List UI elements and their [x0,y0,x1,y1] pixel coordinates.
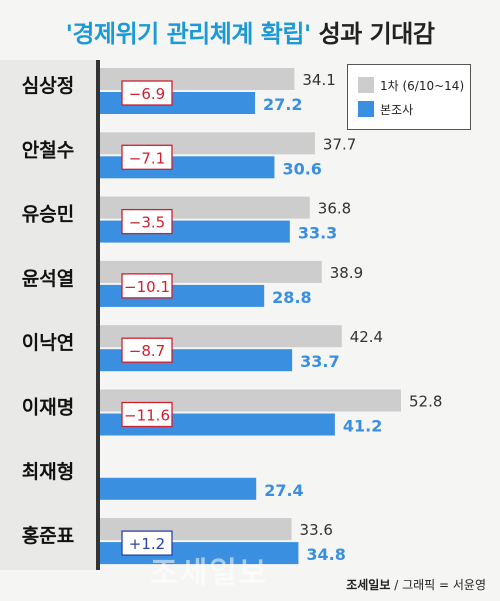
value-label-gray-row-1: 34.1 [302,71,335,89]
category-label-row-2: 안철수 [22,139,74,161]
difference-label-row-2: −7.1 [129,149,165,167]
difference-box-row-5 [121,337,173,363]
title-rest: 성과 기대감 [310,20,435,48]
difference-label-row-5: −8.7 [129,342,165,360]
value-label-blue-row-1: 27.2 [263,95,302,114]
title-highlight: '경제위기 관리체계 확립' [65,20,312,48]
legend-swatch-gray [358,77,374,93]
value-label-gray-row-3: 36.8 [318,200,351,218]
difference-label-row-3: −3.5 [129,214,165,232]
value-label-gray-row-8: 33.6 [300,521,333,539]
difference-box-row-2 [121,144,173,170]
category-label-row-7: 최재형 [22,461,74,483]
footer-credit: 조세일보 / 그래픽 = 서윤영 [346,576,486,593]
difference-label-row-1: −6.9 [129,85,165,103]
value-label-blue-row-7: 27.4 [264,481,303,500]
value-label-gray-row-2: 37.7 [323,135,356,153]
difference-box-row-8 [121,530,173,556]
value-label-blue-row-8: 34.8 [306,545,345,564]
chart-title: '경제위기 관리체계 확립' 성과 기대감 [0,14,500,49]
footer-brand: 조세일보 [346,578,391,592]
category-column-background [0,60,96,570]
category-label-row-8: 홍준표 [22,524,74,547]
value-label-gray-row-4: 38.9 [330,264,363,282]
value-label-gray-row-6: 52.8 [409,393,442,411]
difference-box-row-3 [121,208,173,235]
value-label-blue-row-6: 41.2 [343,417,382,436]
legend-item-gray: 1차 (6/10~14) [358,75,464,95]
legend-item-blue: 본조사 [358,99,413,119]
category-label-row-4: 윤석열 [22,268,74,290]
difference-box-row-1 [121,80,173,106]
watermark: 조세일보 [150,556,269,591]
legend-swatch-blue [358,101,374,117]
category-label-row-1: 심상정 [22,75,74,97]
legend: 1차 (6/10~14) 본조사 [347,64,471,130]
bar-blue-row-7 [100,477,257,500]
category-label-row-3: 유승민 [22,204,74,226]
axis-divider [96,60,100,570]
category-label-row-5: 이낙연 [22,332,74,354]
legend-label-gray: 1차 (6/10~14) [380,78,465,93]
bar-gray-row-6 [100,389,401,412]
difference-label-row-6: −11.6 [124,407,170,425]
value-label-gray-row-5: 42.4 [350,328,383,346]
difference-box-row-4 [121,273,173,299]
difference-label-row-4: −10.1 [124,278,170,296]
value-label-blue-row-4: 28.8 [272,288,311,307]
difference-box-row-6 [121,401,173,428]
value-label-blue-row-3: 33.3 [298,224,337,243]
legend-label-blue: 본조사 [380,102,414,117]
footer-credit-text: / 그래픽 = 서윤영 [390,578,486,592]
value-label-blue-row-2: 30.6 [282,159,321,178]
category-label-row-6: 이재명 [22,397,74,419]
value-label-blue-row-5: 33.7 [300,352,339,371]
difference-label-row-8: +1.2 [129,535,165,553]
